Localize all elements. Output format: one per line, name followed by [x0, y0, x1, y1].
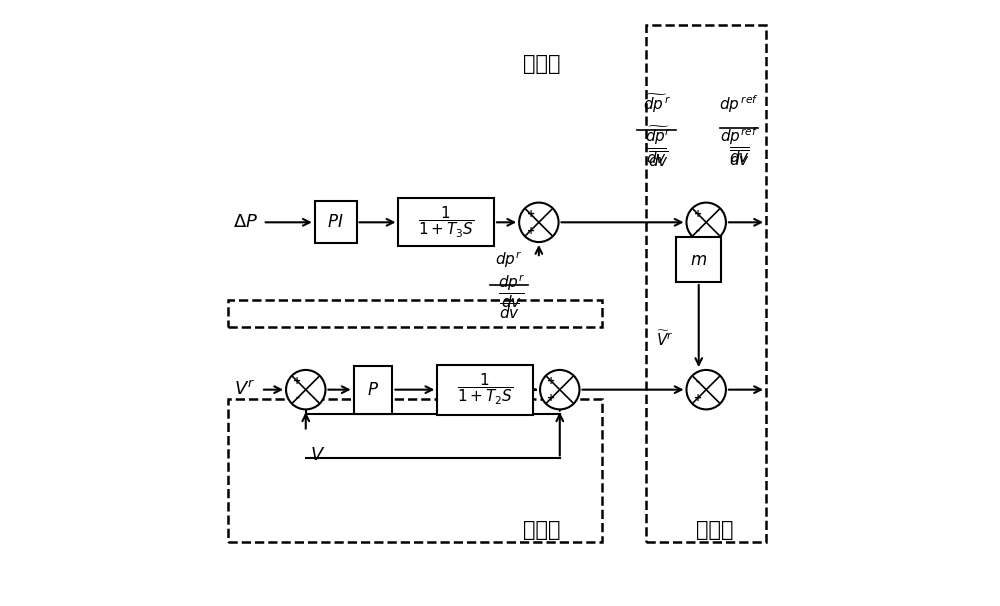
Text: $\widetilde{dp}^r$
$\overline{dv}$: $\widetilde{dp}^r$ $\overline{dv}$ [645, 124, 672, 171]
Text: $PI$: $PI$ [327, 213, 344, 231]
Text: -: - [295, 393, 299, 403]
Text: $\widetilde{V}^r$: $\widetilde{V}^r$ [656, 329, 673, 348]
Circle shape [519, 202, 559, 242]
Text: $\widetilde{dp}^{\,r}$: $\widetilde{dp}^{\,r}$ [643, 92, 671, 115]
Text: $\overline{dv}$: $\overline{dv}$ [499, 303, 519, 323]
FancyBboxPatch shape [676, 238, 721, 282]
Text: 第三层: 第三层 [523, 54, 561, 74]
Text: +: + [293, 376, 302, 387]
Circle shape [286, 370, 325, 410]
Text: -: - [696, 376, 700, 387]
FancyBboxPatch shape [437, 365, 533, 415]
Text: -: - [696, 225, 700, 236]
Text: $P$: $P$ [367, 381, 379, 399]
FancyBboxPatch shape [354, 366, 392, 413]
Text: $\dfrac{dp^r}{dv}$: $\dfrac{dp^r}{dv}$ [498, 273, 525, 310]
FancyBboxPatch shape [315, 201, 357, 243]
Circle shape [540, 370, 579, 410]
Text: $\overline{dv}$: $\overline{dv}$ [729, 147, 750, 167]
Text: +: + [547, 393, 556, 403]
Text: 第二层: 第二层 [523, 520, 561, 540]
Text: $V$: $V$ [310, 447, 325, 464]
FancyBboxPatch shape [398, 198, 494, 246]
Text: $dp^{ref}$
$\overline{dv}$: $dp^{ref}$ $\overline{dv}$ [720, 125, 758, 170]
Text: +: + [547, 376, 556, 387]
Text: +: + [527, 225, 535, 236]
Text: +: + [694, 209, 702, 219]
Text: 第一层: 第一层 [696, 520, 734, 540]
Text: +: + [527, 209, 535, 219]
Text: +: + [694, 393, 702, 403]
Text: $\Delta P$: $\Delta P$ [233, 213, 259, 231]
Text: $\overline{dv}$: $\overline{dv}$ [646, 148, 667, 168]
Text: $m$: $m$ [690, 251, 707, 268]
Circle shape [686, 202, 726, 242]
Text: $dp^{\,ref}$: $dp^{\,ref}$ [719, 93, 759, 115]
Text: $\dfrac{1}{1+T_3S}$: $\dfrac{1}{1+T_3S}$ [418, 205, 475, 240]
Circle shape [686, 370, 726, 410]
Text: $dp^r$: $dp^r$ [495, 250, 522, 270]
Text: $\dfrac{1}{1+T_2S}$: $\dfrac{1}{1+T_2S}$ [457, 372, 513, 407]
Text: $V^r$: $V^r$ [234, 381, 255, 399]
